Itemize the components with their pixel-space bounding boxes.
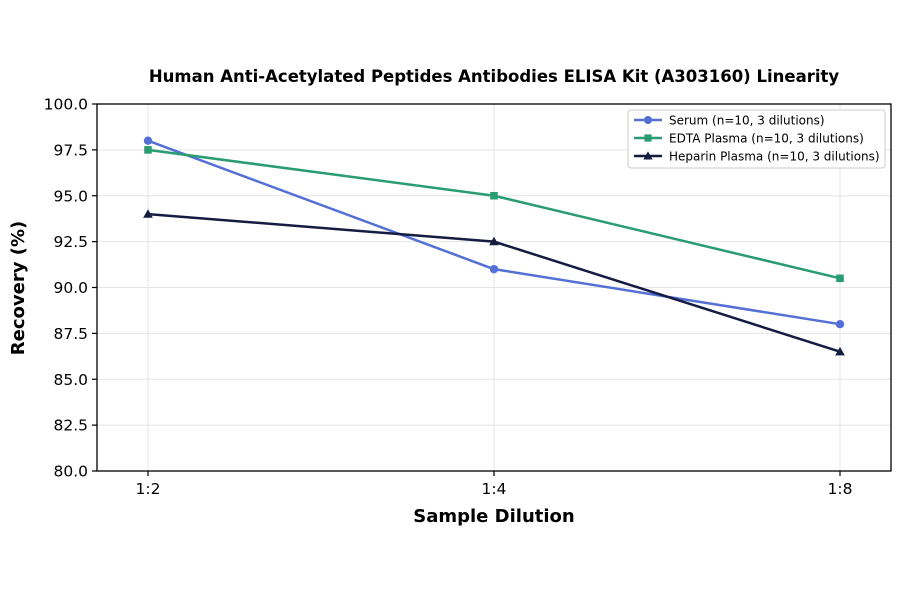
legend-item: EDTA Plasma (n=10, 3 dilutions) — [634, 132, 864, 146]
y-tick-label: 92.5 — [53, 233, 88, 251]
x-tick-label: 1:8 — [828, 480, 853, 498]
legend-marker — [644, 116, 652, 124]
y-tick-label: 87.5 — [53, 325, 88, 343]
chart-title: Human Anti-Acetylated Peptides Antibodie… — [149, 67, 840, 86]
data-point-marker — [835, 346, 845, 356]
legend-box — [627, 109, 886, 169]
y-tick-label: 95.0 — [53, 187, 88, 205]
x-axis-ticks: 1:2 1:4 1:8 — [136, 471, 853, 498]
series-triangle — [143, 209, 845, 356]
x-axis-label: Sample Dilution — [413, 506, 574, 527]
data-point-marker — [836, 274, 844, 283]
y-tick-label: 80.0 — [53, 463, 88, 481]
x-tick-label: 1:2 — [136, 480, 161, 498]
y-tick-label: 82.5 — [53, 417, 88, 435]
y-axis-label: Recovery (%) — [8, 221, 29, 355]
series-square — [144, 146, 844, 283]
data-point-marker — [490, 191, 498, 200]
y-tick-label: 100.0 — [44, 96, 88, 114]
legend-label: EDTA Plasma (n=10, 3 dilutions) — [669, 132, 864, 146]
legend-label: Serum (n=10, 3 dilutions) — [669, 114, 825, 128]
data-series — [143, 136, 845, 356]
x-tick-label: 1:4 — [482, 480, 507, 498]
y-tick-label: 90.0 — [53, 279, 88, 297]
legend-marker — [643, 151, 653, 160]
y-tick-label: 97.5 — [53, 141, 88, 159]
legend-label: Heparin Plasma (n=10, 3 dilutions) — [669, 150, 880, 164]
data-point-marker — [143, 136, 153, 145]
data-point-marker — [143, 209, 153, 218]
data-point-marker — [144, 146, 152, 154]
data-point-marker — [489, 264, 499, 274]
legend: Serum (n=10, 3 dilutions) EDTA Plasma (n=… — [627, 109, 886, 169]
legend-marker — [644, 134, 652, 142]
y-tick-label: 85.0 — [53, 371, 88, 389]
y-axis-ticks: 80.0 82.5 85.0 87.5 90.0 92.5 95.0 97.5 100.0 — [44, 96, 97, 481]
data-point-marker — [489, 236, 499, 246]
series-circle — [143, 136, 845, 329]
legend-item: Serum (n=10, 3 dilutions) — [634, 114, 825, 128]
data-point-marker — [835, 320, 845, 329]
legend-item: Heparin Plasma (n=10, 3 dilutions) — [634, 150, 880, 164]
